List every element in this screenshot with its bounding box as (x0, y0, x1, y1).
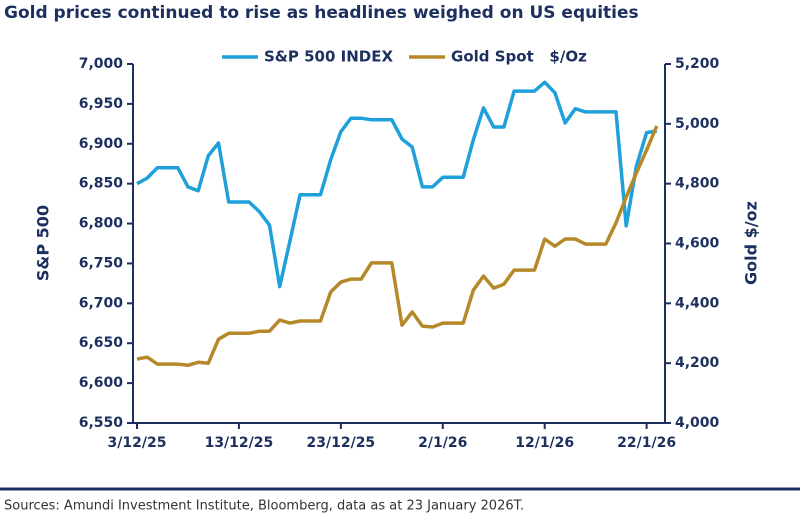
y2-tick-label: 4,600 (675, 236, 720, 252)
y2-tick-label: 4,800 (675, 176, 720, 192)
y-tick-label: 6,600 (79, 375, 124, 391)
y-tick-label: 6,550 (79, 415, 124, 431)
source-note: Sources: Amundi Investment Institute, Bl… (4, 499, 524, 514)
x-tick-label: 2/1/26 (418, 435, 467, 451)
x-tick-label: 23/12/25 (307, 435, 376, 451)
y-tick-label: 6,850 (79, 176, 124, 192)
x-tick-label: 22/1/26 (617, 435, 676, 451)
y-tick-label: 6,900 (79, 136, 124, 152)
y-tick-label: 6,950 (79, 96, 124, 112)
y-tick-label: 6,650 (79, 335, 124, 351)
series-line (136, 80, 658, 289)
x-tick-label: 13/12/25 (205, 435, 274, 451)
y2-axis-label: Gold $/oz (742, 201, 761, 285)
x-tick-label: 3/12/25 (108, 435, 167, 451)
y-tick-label: 6,800 (79, 216, 124, 232)
chart-title: Gold prices continued to rise as headlin… (4, 3, 639, 23)
y2-tick-label: 4,400 (675, 295, 720, 311)
y2-tick-label: 5,000 (675, 116, 720, 132)
y-tick-label: 6,700 (79, 295, 124, 311)
y2-tick-label: 4,200 (675, 355, 720, 371)
legend-label: Gold Spot $/Oz (451, 48, 587, 66)
y-tick-label: 6,750 (79, 255, 124, 271)
y-tick-label: 7,000 (79, 56, 124, 72)
series-line (136, 125, 659, 368)
y2-tick-label: 5,200 (675, 56, 720, 72)
y2-tick-label: 4,000 (675, 415, 720, 431)
legend-label: S&P 500 INDEX (264, 48, 393, 66)
y-axis-label: S&P 500 (34, 205, 53, 281)
x-tick-label: 12/1/26 (515, 435, 574, 451)
